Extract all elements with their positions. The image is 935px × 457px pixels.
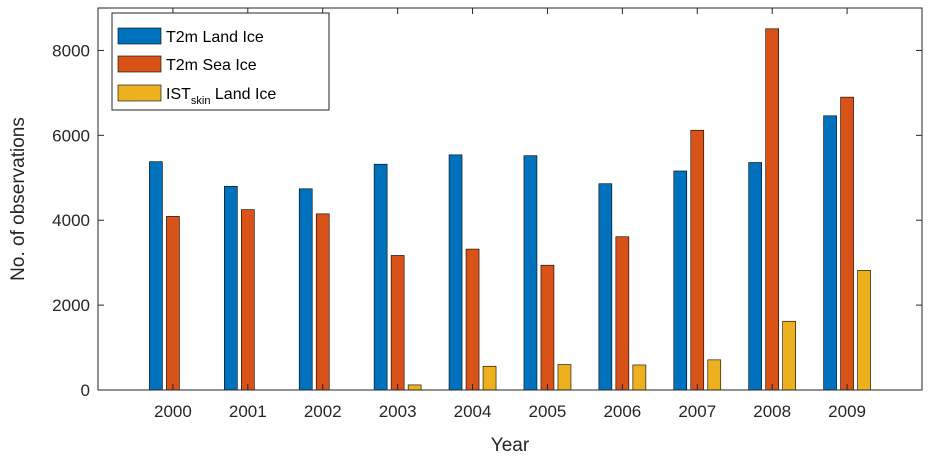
bar-series-1-2000 xyxy=(149,161,163,391)
x-tick-label: 2003 xyxy=(379,402,417,421)
bar-series-1-2009 xyxy=(823,115,837,391)
x-tick-label: 2009 xyxy=(828,402,866,421)
bar-series-2-2008 xyxy=(765,28,779,391)
legend: T2m Land Ice T2m Sea Ice ISTskin Land Ice xyxy=(111,12,330,111)
bar-series-1-2008 xyxy=(748,162,762,391)
bar-series-2-2002 xyxy=(315,213,330,391)
x-tick-label: 2001 xyxy=(229,402,267,421)
bar-series-1-2007 xyxy=(673,170,688,391)
bar-series-2-2000 xyxy=(166,216,180,391)
bar-series-2-2006 xyxy=(615,236,630,391)
legend-swatch-3 xyxy=(117,84,162,102)
bar-series-2-2003 xyxy=(390,255,405,391)
bar-series-3-2009 xyxy=(857,270,871,391)
legend-label-2: T2m Sea Ice xyxy=(166,57,257,74)
y-tick-label: 4000 xyxy=(52,211,90,230)
y-tick-label: 6000 xyxy=(52,126,90,145)
bars-layer xyxy=(149,28,871,391)
x-tick-label: 2005 xyxy=(529,402,567,421)
bar-series-1-2002 xyxy=(298,188,313,391)
axes-box xyxy=(97,7,923,391)
bar-series-3-2007 xyxy=(707,359,722,391)
bar-series-1-2003 xyxy=(373,163,388,391)
bar-series-2-2007 xyxy=(690,129,705,391)
y-tick-label: 2000 xyxy=(52,296,90,315)
y-axis-title: No. of observations xyxy=(8,117,29,281)
legend-label-3: ISTskin Land Ice xyxy=(166,86,276,107)
x-tick-label: 2004 xyxy=(454,402,492,421)
bar-series-2-2009 xyxy=(840,96,854,391)
bar-series-3-2006 xyxy=(632,364,647,391)
bar-series-1-2005 xyxy=(523,155,538,391)
ticks-layer: 2000 2001 2002 2003 2004 2005 2006 2007 2008 2009… xyxy=(52,8,922,421)
x-tick-label: 2000 xyxy=(154,402,192,421)
legend-label-1: T2m Land Ice xyxy=(166,29,264,46)
bar-series-1-2006 xyxy=(598,183,613,391)
legend-swatch-1 xyxy=(117,27,162,45)
legend-items: T2m Land Ice T2m Sea Ice ISTskin Land Ice xyxy=(117,27,276,107)
y-tick-label: 8000 xyxy=(52,41,90,60)
bar-series-2-2001 xyxy=(241,209,255,391)
bar-series-3-2008 xyxy=(782,320,796,391)
x-tick-label: 2002 xyxy=(304,402,342,421)
bar-series-3-2003 xyxy=(407,384,422,391)
bar-series-3-2004 xyxy=(482,365,497,391)
bar-series-1-2001 xyxy=(224,185,238,391)
x-tick-label: 2007 xyxy=(678,402,716,421)
bar-series-2-2004 xyxy=(465,248,480,391)
y-tick-label: 0 xyxy=(81,381,90,400)
bar-series-3-2005 xyxy=(557,364,572,391)
legend-swatch-2 xyxy=(117,55,162,73)
x-tick-label: 2006 xyxy=(603,402,641,421)
bar-series-2-2005 xyxy=(540,264,555,391)
bar-series-1-2004 xyxy=(448,154,463,391)
x-axis-title: Year xyxy=(491,435,530,456)
x-tick-label: 2008 xyxy=(753,402,791,421)
